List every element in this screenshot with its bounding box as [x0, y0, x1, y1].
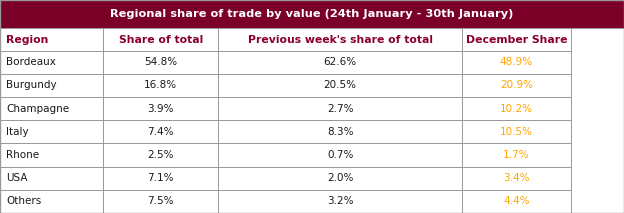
Bar [103, 143, 218, 167]
Bar [462, 190, 571, 213]
Text: 2.0%: 2.0% [327, 173, 353, 183]
Bar [103, 28, 218, 51]
Bar [462, 143, 571, 167]
Text: 20.5%: 20.5% [324, 81, 356, 91]
Bar [103, 97, 218, 120]
Text: Region: Region [6, 35, 49, 45]
Text: 4.4%: 4.4% [503, 196, 530, 206]
Bar [103, 190, 218, 213]
Text: 2.7%: 2.7% [327, 104, 353, 114]
Text: 10.5%: 10.5% [500, 127, 533, 137]
Bar [218, 74, 462, 97]
Text: USA: USA [6, 173, 27, 183]
Bar [0, 74, 103, 97]
Text: Regional share of trade by value (24th January - 30th January): Regional share of trade by value (24th J… [110, 9, 514, 19]
Text: 54.8%: 54.8% [144, 57, 177, 67]
Text: 3.2%: 3.2% [327, 196, 353, 206]
Bar [462, 28, 571, 51]
Bar [0, 51, 103, 74]
Text: 48.9%: 48.9% [500, 57, 533, 67]
Bar [103, 120, 218, 143]
Bar [103, 51, 218, 74]
Text: 10.2%: 10.2% [500, 104, 533, 114]
Bar [0, 0, 624, 28]
Bar [218, 51, 462, 74]
Bar [0, 143, 103, 167]
Bar [218, 97, 462, 120]
Bar [103, 74, 218, 97]
Bar [0, 28, 103, 51]
Text: Rhone: Rhone [6, 150, 39, 160]
Text: Previous week's share of total: Previous week's share of total [248, 35, 432, 45]
Bar [462, 167, 571, 190]
Bar [462, 120, 571, 143]
Bar [462, 51, 571, 74]
Text: 16.8%: 16.8% [144, 81, 177, 91]
Bar [0, 190, 103, 213]
Text: 62.6%: 62.6% [323, 57, 357, 67]
Text: 7.5%: 7.5% [147, 196, 174, 206]
Text: 1.7%: 1.7% [503, 150, 530, 160]
Bar [218, 28, 462, 51]
Text: 3.9%: 3.9% [147, 104, 174, 114]
Text: Burgundy: Burgundy [6, 81, 57, 91]
Bar [103, 167, 218, 190]
Text: 2.5%: 2.5% [147, 150, 174, 160]
Bar [0, 97, 103, 120]
Bar [218, 120, 462, 143]
Bar [462, 74, 571, 97]
Bar [218, 190, 462, 213]
Text: 20.9%: 20.9% [500, 81, 533, 91]
Text: Share of total: Share of total [119, 35, 203, 45]
Text: 7.1%: 7.1% [147, 173, 174, 183]
Text: Champagne: Champagne [6, 104, 69, 114]
Text: Italy: Italy [6, 127, 29, 137]
Text: 0.7%: 0.7% [327, 150, 353, 160]
Text: Others: Others [6, 196, 41, 206]
Text: 3.4%: 3.4% [503, 173, 530, 183]
Text: 7.4%: 7.4% [147, 127, 174, 137]
Text: 8.3%: 8.3% [327, 127, 353, 137]
Bar [0, 120, 103, 143]
Text: December Share: December Share [466, 35, 567, 45]
Text: Bordeaux: Bordeaux [6, 57, 56, 67]
Bar [462, 97, 571, 120]
Bar [0, 167, 103, 190]
Bar [218, 167, 462, 190]
Bar [218, 143, 462, 167]
